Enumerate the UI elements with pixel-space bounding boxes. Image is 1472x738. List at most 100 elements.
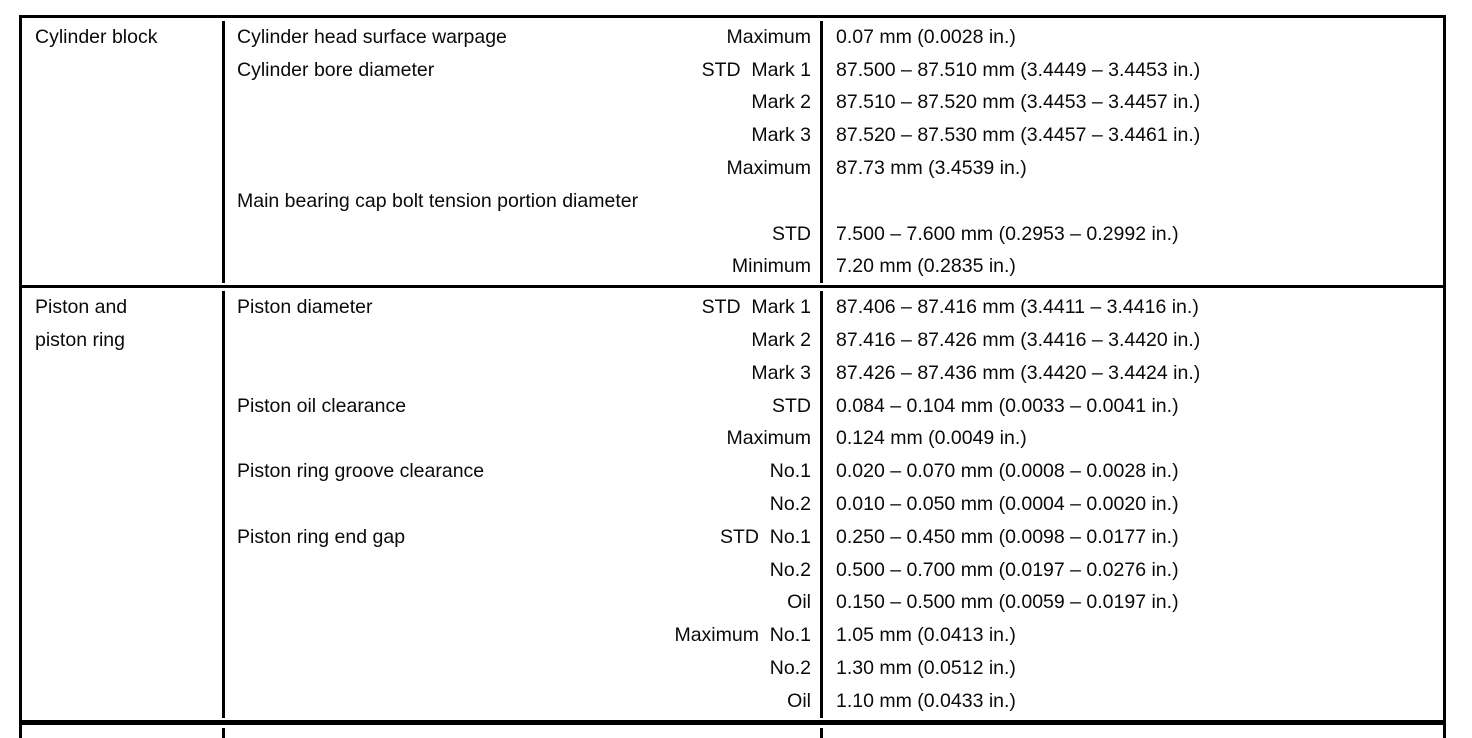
spec-cell: Maximum: [222, 152, 820, 185]
spec-qualifier: STD Mark 1: [701, 58, 811, 81]
value-cell: 7.500 – 7.600 mm (0.2953 – 0.2992 in.): [820, 217, 1443, 251]
spec-value: 87.73 mm (3.4539 in.): [836, 157, 1027, 180]
spec-value: 87.416 – 87.426 mm (3.4416 – 3.4420 in.): [836, 329, 1201, 352]
spec-cell: STD: [222, 217, 820, 251]
value-cell: 0.500 – 0.700 mm (0.0197 – 0.0276 in.): [820, 553, 1443, 587]
spec-value: 0.124 mm (0.0049 in.): [836, 427, 1027, 450]
table-section: Piston and piston ring Piston diameter STD…: [22, 285, 1443, 719]
value-cell: 0.150 – 0.500 mm (0.0059 – 0.0197 in.): [820, 586, 1443, 620]
spec-cell: Piston diameter STD Mark 1: [222, 291, 820, 325]
spec-qualifier: Maximum: [726, 157, 811, 180]
spec-qualifier: Minimum: [731, 255, 811, 278]
spec-cell: Cylinder bore diameter STD Mark 1: [222, 53, 820, 87]
spec-value: 7.500 – 7.600 mm (0.2953 – 0.2992 in.): [836, 222, 1179, 245]
spec-qualifier: Mark 2: [751, 329, 811, 352]
value-cell: 7.20 mm (0.2835 in.): [820, 250, 1443, 284]
spec-value: 0.020 – 0.070 mm (0.0008 – 0.0028 in.): [836, 460, 1179, 483]
spec-cell: Cylinder head surface warpage Maximum: [222, 21, 820, 54]
spec-label: Piston ring end gap: [237, 525, 406, 548]
spec-value: 0.500 – 0.700 mm (0.0197 – 0.0276 in.): [836, 558, 1179, 581]
spec-value: 87.406 – 87.416 mm (3.4411 – 3.4416 in.): [836, 296, 1199, 319]
spec-value: 87.520 – 87.530 mm (3.4457 – 3.4461 in.): [836, 124, 1201, 147]
spec-value: 0.250 – 0.450 mm (0.0098 – 0.0177 in.): [836, 525, 1179, 548]
value-cell: 0.010 – 0.050 mm (0.0004 – 0.0020 in.): [820, 488, 1443, 521]
spec-cell: Maximum No.1: [222, 619, 820, 653]
value-cell: 1.05 mm (0.0413 in.): [820, 619, 1443, 653]
value-cell: [820, 184, 1443, 218]
spec-cell: Main bearing cap bolt tension portion di…: [222, 184, 820, 218]
spec-qualifier: Mark 2: [751, 91, 811, 114]
component-label-line: piston ring: [35, 329, 125, 352]
spec-value: 1.05 mm (0.0413 in.): [836, 624, 1016, 647]
value-cell: 0.020 – 0.070 mm (0.0008 – 0.0028 in.): [820, 455, 1443, 489]
component-cell: [22, 728, 222, 738]
spec-cell: Maximum: [222, 422, 820, 456]
spec-qualifier: STD: [772, 394, 811, 417]
spec-qualifier: STD Mark 1: [701, 296, 811, 319]
value-cell: 87.406 – 87.416 mm (3.4411 – 3.4416 in.): [820, 291, 1443, 325]
spec-value: 0.084 – 0.104 mm (0.0033 – 0.0041 in.): [836, 394, 1179, 417]
spec-cell: No.2: [222, 488, 820, 521]
value-cell: 0.084 – 0.104 mm (0.0033 – 0.0041 in.): [820, 389, 1443, 423]
spec-cell: [222, 727, 820, 738]
spec-value: 7.20 mm (0.2835 in.): [836, 255, 1016, 278]
spec-qualifier: Oil: [787, 689, 811, 712]
spec-cell: Mark 2: [222, 86, 820, 120]
spec-qualifier: No.2: [769, 657, 811, 680]
spec-value: 87.426 – 87.436 mm (3.4420 – 3.4424 in.): [836, 361, 1201, 384]
component-cell: Piston and piston ring: [22, 291, 222, 717]
spec-cell: Minimum: [222, 250, 820, 284]
spec-qualifier: No.1: [769, 460, 811, 483]
spec-qualifier: Maximum: [726, 427, 811, 450]
value-cell: 0.124 mm (0.0049 in.): [820, 422, 1443, 456]
value-cell: 87.416 – 87.426 mm (3.4416 – 3.4420 in.): [820, 324, 1443, 357]
spec-cell: Piston ring groove clearance No.1: [222, 455, 820, 489]
specifications-table: Cylinder block Cylinder head surface war…: [19, 15, 1446, 738]
component-label-line: Cylinder block: [35, 26, 158, 48]
spec-cell: Mark 3: [222, 119, 820, 153]
spec-value: 1.10 mm (0.0433 in.): [836, 689, 1016, 712]
spec-cell: Oil: [222, 586, 820, 620]
value-cell: 87.510 – 87.520 mm (3.4453 – 3.4457 in.): [820, 86, 1443, 120]
spec-value: 0.150 – 0.500 mm (0.0059 – 0.0197 in.): [836, 591, 1179, 614]
spec-value: 1.30 mm (0.0512 in.): [836, 657, 1016, 680]
spec-qualifier: Oil: [787, 591, 811, 614]
spec-cell: No.2: [222, 553, 820, 587]
spec-label: Piston oil clearance: [237, 394, 407, 417]
spec-label: Piston ring groove clearance: [237, 460, 485, 483]
component-label-line: Piston and: [35, 296, 128, 319]
value-cell: 0.07 mm (0.0028 in.): [820, 21, 1443, 54]
value-cell: 87.500 – 87.510 mm (3.4449 – 3.4453 in.): [820, 53, 1443, 87]
spec-cell: Piston oil clearance STD: [222, 389, 820, 423]
spec-cell: Piston ring end gap STD No.1: [222, 520, 820, 554]
spec-cell: Mark 3: [222, 356, 820, 390]
spec-value: 87.510 – 87.520 mm (3.4453 – 3.4457 in.): [836, 91, 1201, 114]
spec-qualifier: STD No.1: [719, 525, 811, 548]
spec-cell: Oil: [222, 684, 820, 718]
table-section: [22, 719, 1443, 738]
spec-value: 0.010 – 0.050 mm (0.0004 – 0.0020 in.): [836, 493, 1179, 516]
spec-qualifier: STD: [772, 222, 811, 245]
value-cell: 1.10 mm (0.0433 in.): [820, 684, 1443, 718]
value-cell: 87.73 mm (3.4539 in.): [820, 152, 1443, 185]
spec-cell: Mark 2: [222, 324, 820, 357]
value-cell: [820, 727, 1443, 738]
spec-qualifier: Mark 3: [751, 361, 811, 384]
value-cell: 87.426 – 87.436 mm (3.4420 – 3.4424 in.): [820, 356, 1443, 390]
spec-qualifier: Maximum No.1: [674, 624, 811, 647]
spec-qualifier: Mark 3: [751, 124, 811, 147]
spec-label: Piston diameter: [237, 296, 373, 319]
spec-value: 87.500 – 87.510 mm (3.4449 – 3.4453 in.): [836, 58, 1201, 81]
spec-label: Cylinder head surface warpage: [237, 25, 507, 48]
value-cell: 1.30 mm (0.0512 in.): [820, 652, 1443, 685]
spec-cell: No.2: [222, 652, 820, 685]
table-section: Cylinder block Cylinder head surface war…: [22, 18, 1443, 285]
value-cell: 87.520 – 87.530 mm (3.4457 – 3.4461 in.): [820, 119, 1443, 153]
spec-label: Main bearing cap bolt tension portion di…: [237, 189, 639, 212]
spec-qualifier: Maximum: [726, 25, 811, 48]
spec-label: Cylinder bore diameter: [237, 58, 435, 81]
value-cell: 0.250 – 0.450 mm (0.0098 – 0.0177 in.): [820, 520, 1443, 554]
spec-qualifier: No.2: [769, 558, 811, 581]
spec-qualifier: No.2: [769, 493, 811, 516]
